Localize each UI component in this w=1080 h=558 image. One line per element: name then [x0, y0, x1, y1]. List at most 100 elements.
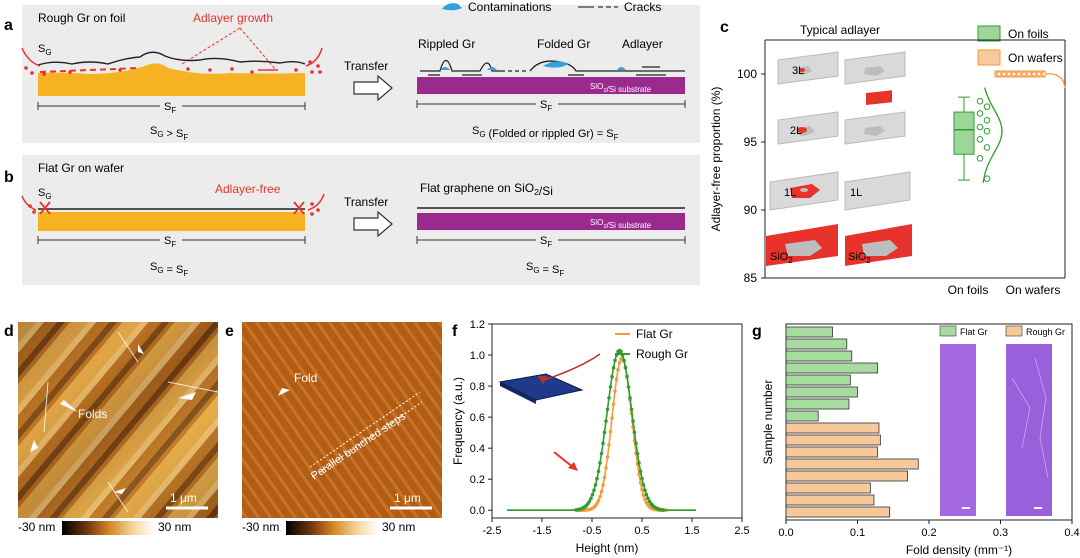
c-wafers-point [1036, 71, 1042, 77]
a-transfer-label: Transfer [344, 59, 388, 73]
g-bar [785, 350, 853, 362]
c-layer-stack [766, 51, 912, 266]
g-bar [785, 506, 891, 518]
c-data-point [976, 135, 984, 143]
b-cross-marks [39, 201, 305, 215]
c-xlabel-foils: On foils [948, 283, 989, 297]
c-density-curve [982, 87, 1003, 183]
panel-g-letter: g [752, 323, 762, 340]
g-bar [785, 398, 850, 410]
c-typical-label: Typical adlayer [800, 23, 880, 37]
a-contam-3 [440, 67, 450, 70]
f-ytick-label: 0.6 [470, 412, 485, 424]
c-wafers-point [1001, 71, 1007, 77]
a-transfer-arrow[interactable] [353, 74, 393, 102]
a-adlayer-pointer-2 [239, 27, 277, 71]
f-inset-probe [543, 353, 601, 381]
c-legend-foils-swatch [977, 25, 1001, 42]
a-adlayer-segments [428, 66, 666, 76]
c-layer-1l-left: 1L [784, 187, 796, 199]
b-transfer-arrow[interactable] [353, 210, 393, 238]
f-xtick-label: -1.5 [533, 525, 552, 537]
a-rippled-graphene [420, 59, 505, 72]
g-bar [785, 326, 833, 338]
c-data-point [983, 116, 991, 124]
c-data-point [983, 175, 991, 183]
panel-a-letter: a [4, 17, 13, 34]
c-data-point [983, 127, 991, 135]
c-data-point [976, 155, 984, 162]
b-substrate-label: SiO2/Si substrate [590, 218, 652, 230]
contamination-icon [442, 3, 462, 11]
g-xtick-label: 0.4 [1064, 527, 1079, 539]
c-ylabel: Adlayer-free proportion (%) [709, 87, 723, 232]
d-colorbar [62, 521, 154, 535]
a-sio2-substrate [417, 77, 685, 94]
f-ylabel: Frequency (a.u.) [451, 377, 465, 465]
c-layer-1l-right: 1L [850, 187, 862, 199]
e-cmax: 30 nm [382, 520, 416, 534]
g-ylabel: Sample number [761, 380, 775, 465]
g-xlabel: Fold density (mm⁻¹) [906, 543, 1012, 557]
g-bar [785, 422, 880, 434]
a-adlayer-dashes [39, 67, 141, 73]
panel-d-afm: Folds 1 μm [18, 322, 218, 518]
a-substrate-label: SiO2/Si substrate [590, 82, 652, 94]
d-folds-label: Folds [78, 407, 107, 421]
g-optical-rough [1006, 344, 1052, 516]
c-xlabel-wafers: On wafers [1006, 283, 1061, 297]
g-legend-flat: Flat Gr [960, 327, 988, 337]
f-plot-frame [491, 323, 743, 519]
f-ytick-label: 1.2 [470, 319, 485, 331]
f-ytick-label: 0.8 [470, 381, 485, 393]
c-wafers-point [1026, 71, 1032, 77]
b-wafer-substrate [38, 212, 305, 231]
f-xtick-label: 0.5 [634, 525, 649, 537]
d-fold-arrows [30, 344, 196, 494]
g-bar [785, 386, 858, 398]
a-sg-label: SG [38, 43, 52, 57]
c-legend-foils: On foils [1008, 27, 1049, 41]
g-bar [785, 338, 848, 350]
a-adlayer-pointer-1 [181, 27, 241, 65]
c-legend-wafers: On wafers [1008, 51, 1063, 65]
g-bar [785, 410, 819, 422]
f-xtick-label: -2.5 [483, 525, 502, 537]
a-contam-2 [487, 67, 497, 70]
panel-d-letter: d [4, 323, 14, 340]
f-xtick-label: 1.5 [684, 525, 699, 537]
a-carbon-dots [24, 60, 322, 76]
f-inset-substrate-edge [500, 382, 536, 404]
a-title: Rough Gr on foil [38, 11, 125, 25]
d-cmin: -30 nm [18, 520, 56, 534]
e-afm-image [242, 322, 442, 518]
a-relation: SG > SF [150, 125, 188, 142]
panel-b-letter: b [4, 169, 14, 186]
c-wafers-point [1006, 71, 1012, 77]
panel-e-letter: e [225, 323, 234, 340]
a-adlayer-right-label: Adlayer [622, 37, 663, 51]
f-red-arrowhead [568, 462, 578, 471]
panel-g-chart: 0.0 0.1 0.2 0.3 0.4 Fold density (mm⁻¹) Sample… [761, 323, 1080, 557]
a-rippled-label: Rippled Gr [418, 37, 475, 51]
f-xtick-label: -0.5 [583, 525, 602, 537]
g-bar [785, 374, 851, 386]
c-ytick-label: 95 [744, 135, 758, 149]
e-colorbar [286, 521, 378, 535]
f-series-line [507, 349, 696, 511]
c-ytick-label: 85 [744, 271, 758, 285]
e-cmin: -30 nm [242, 520, 280, 534]
panel-c-chart: 85 90 95 100 Adlayer-free proportion (%) On f… [709, 39, 1066, 297]
b-relation: SG = SF [150, 261, 188, 278]
b-carbon-dots [28, 202, 320, 216]
c-layer-sio2-right: SiO2 [848, 251, 871, 265]
c-data-point [976, 97, 984, 105]
a-right-sf: SF [540, 99, 552, 113]
c-box [953, 111, 975, 155]
c-wafers-point [1031, 71, 1037, 77]
c-wafers-point [1041, 71, 1047, 77]
c-legend-wafers-swatch [977, 49, 1001, 66]
b-right-sf: SF [540, 235, 552, 249]
f-ytick-label: 0.0 [470, 505, 485, 517]
